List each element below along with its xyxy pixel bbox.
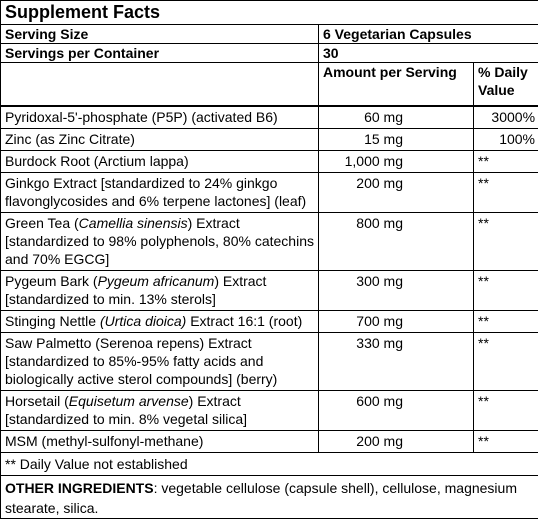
ingredient-name: Pyridoxal-5'-phosphate (P5P) (activated … [0,105,319,129]
ingredient-name: Saw Palmetto (Serenoa repens) Extract [s… [0,332,319,391]
header-blank [0,62,319,107]
ingredient-row: Ginkgo Extract [standardized to 24% gink… [0,172,538,213]
header-dv: % Daily Value [472,62,538,107]
amount: 1,000 mg [318,150,474,173]
name-part: ) Extract [standardized to min. 8% veget… [5,393,248,427]
ingredient-name: MSM (methyl-sulfonyl-methane) [0,430,319,453]
name-part: ) Extract [standardized to 98% polypheno… [5,215,314,267]
ingredient-row: MSM (methyl-sulfonyl-methane) 200 mg ** [0,430,538,453]
amount: 800 mg [318,212,474,271]
daily-value: ** [472,390,538,431]
ingredient-row: Saw Palmetto (Serenoa repens) Extract [s… [0,332,538,391]
ingredient-name: Burdock Root (Arctium lappa) [0,150,319,173]
amount: 300 mg [318,270,474,311]
footnote: ** Daily Value not established [0,452,538,476]
daily-value: 100% [472,128,538,151]
title: Supplement Facts [0,0,538,25]
serving-row: Serving Size 6 Vegetarian Capsules [0,24,538,44]
ingredient-name: Pygeum Bark (Pygeum africanum) Extract [… [0,270,319,311]
ingredient-name: Zinc (as Zinc Citrate) [0,128,319,151]
serving-label: Serving Size [0,24,319,44]
name-part: Camellia sinensis [78,215,188,231]
name-part: Green Tea ( [5,215,79,231]
other-row: OTHER INGREDIENTS: vegetable cellulose (… [0,475,538,519]
footnote-row: ** Daily Value not established [0,452,538,476]
ingredient-row: Zinc (as Zinc Citrate) 15 mg 100% [0,128,538,151]
name-part: ) Extract [standardized to min. 13% ster… [5,273,267,307]
amount: 200 mg [318,430,474,453]
daily-value: ** [472,270,538,311]
name-part: Saw Palmetto (Serenoa repens) Extract [s… [5,335,278,387]
amount: 700 mg [318,310,474,333]
ingredient-name: Green Tea (Camellia sinensis) Extract [s… [0,212,319,271]
daily-value: ** [472,172,538,213]
ingredient-name: Stinging Nettle (Urtica dioica) Extract … [0,310,319,333]
other-label: OTHER INGREDIENTS [5,480,154,496]
name-part: Horsetail ( [5,393,69,409]
ingredient-row: Burdock Root (Arctium lappa) 1,000 mg ** [0,150,538,173]
ingredient-name: Horsetail (Equisetum arvense) Extract [s… [0,390,319,431]
name-part: (Urtica dioica) [99,313,187,329]
ingredient-row: Green Tea (Camellia sinensis) Extract [s… [0,212,538,271]
amount: 200 mg [318,172,474,213]
serving-value: 30 [317,43,538,63]
other-text: : vegetable cellulose (capsule shell), c… [5,480,517,516]
ingredient-row: Pygeum Bark (Pygeum africanum) Extract [… [0,270,538,311]
daily-value: ** [472,310,538,333]
title-row: Supplement Facts [0,0,538,25]
amount: 60 mg [318,105,474,129]
ingredient-row: Horsetail (Equisetum arvense) Extract [s… [0,390,538,431]
daily-value: ** [472,430,538,453]
name-part: MSM (methyl-sulfonyl-methane) [5,433,204,449]
ingredient-row: Stinging Nettle (Urtica dioica) Extract … [0,310,538,333]
name-part: Burdock Root (Arctium lappa) [5,153,189,169]
serving-row: Servings per Container 30 [0,43,538,63]
name-part: Pyridoxal-5'-phosphate (P5P) (activated … [5,109,278,125]
ingredient-name: Ginkgo Extract [standardized to 24% gink… [0,172,319,213]
amount: 15 mg [318,128,474,151]
name-part: Pygeum Bark ( [5,273,98,289]
name-part: Stinging Nettle [5,313,100,329]
daily-value: ** [472,212,538,271]
serving-label: Servings per Container [0,43,319,63]
name-part: Zinc (as Zinc Citrate) [5,131,135,147]
name-part: Equisetum arvense [68,393,189,409]
header-amount: Amount per Serving [318,62,474,107]
amount: 330 mg [318,332,474,391]
header-row: Amount per Serving% Daily Value [0,62,538,107]
name-part: Ginkgo Extract [standardized to 24% gink… [5,175,307,209]
ingredient-row: Pyridoxal-5'-phosphate (P5P) (activated … [0,105,538,129]
daily-value: ** [472,150,538,173]
name-part: Extract 16:1 (root) [186,313,303,329]
serving-value: 6 Vegetarian Capsules [317,24,538,44]
daily-value: 3000% [472,105,538,129]
amount: 600 mg [318,390,474,431]
name-part: Pygeum africanum [97,273,215,289]
daily-value: ** [472,332,538,391]
other-ingredients: OTHER INGREDIENTS: vegetable cellulose (… [0,475,538,519]
